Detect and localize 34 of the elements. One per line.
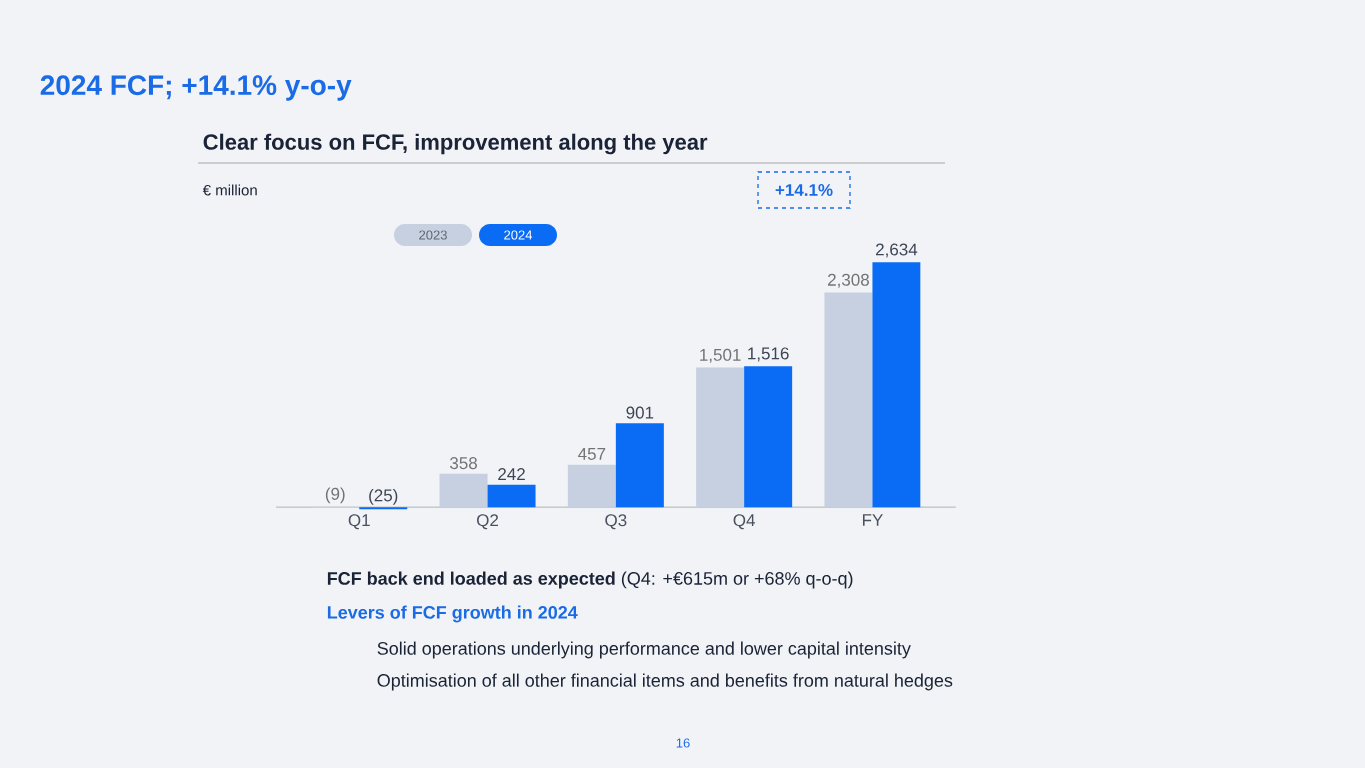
data-label: 457 xyxy=(578,448,606,460)
bar xyxy=(824,292,873,508)
bar xyxy=(696,367,745,508)
text: Solid operations underlying performance and lower capital intensity xyxy=(377,641,911,659)
text: 2024 xyxy=(504,230,533,240)
x-tick-label: Q1 xyxy=(348,514,370,530)
data-label: 242 xyxy=(498,468,525,480)
text: Optimisation of all other financial items and benefits from natural hedges xyxy=(377,673,953,691)
text: 2023 xyxy=(419,230,447,240)
text: FCF back end loaded as expected (Q4: +€615m or +68% q-o-q) xyxy=(327,571,853,589)
x-tick-label: FY xyxy=(862,514,883,526)
data-label: (9) xyxy=(325,487,345,504)
bar xyxy=(872,262,921,508)
text: Levers of FCF growth in 2024 xyxy=(327,605,578,623)
data-label: 2,308 xyxy=(828,273,869,288)
x-tick-label: Q2 xyxy=(477,514,499,530)
bar xyxy=(567,464,616,508)
chart-title: 2024 FCF; +14.1% y-o-y xyxy=(40,75,352,101)
chart-subtitle: Clear focus on FCF, improvement along the year xyxy=(203,133,708,155)
data-label: (25) xyxy=(369,488,398,505)
x-tick-label: Q4 xyxy=(733,514,755,530)
bar xyxy=(744,366,793,508)
data-label: 901 xyxy=(626,406,654,419)
text: € million xyxy=(202,184,257,196)
data-label: 1,516 xyxy=(748,347,789,362)
text: 16 xyxy=(676,738,690,748)
data-label: 1,501 xyxy=(700,348,741,363)
data-label: 2,634 xyxy=(876,243,918,258)
x-tick-label: Q3 xyxy=(605,514,627,530)
bar xyxy=(439,473,488,508)
text: +14.1% xyxy=(775,184,833,196)
bar xyxy=(487,484,536,508)
bar xyxy=(615,423,664,508)
data-label: 358 xyxy=(450,457,477,470)
